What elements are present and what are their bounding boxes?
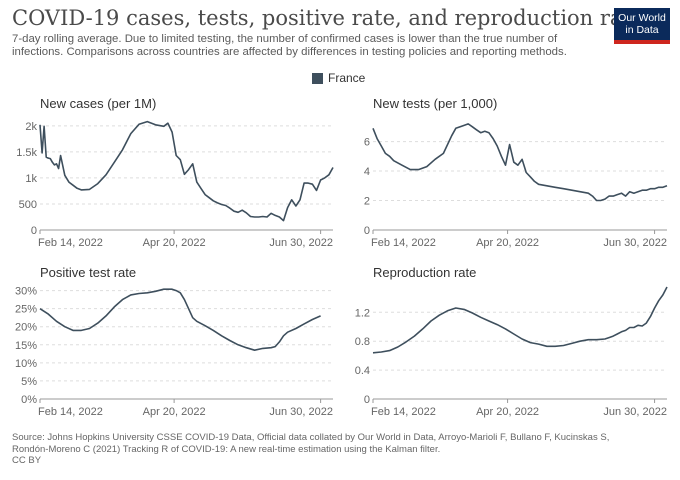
y-tick-label: 25% — [15, 304, 37, 316]
y-tick-label: 0 — [31, 225, 37, 237]
y-tick-label: 0 — [364, 394, 370, 406]
y-tick-label: 6 — [364, 137, 370, 149]
x-tick-label: Apr 20, 2022 — [143, 237, 206, 249]
y-tick-label: 500 — [19, 199, 37, 211]
x-tick-label: Apr 20, 2022 — [476, 237, 539, 249]
panel-title: New tests (per 1,000) — [373, 96, 497, 111]
y-tick-label: 15% — [15, 340, 37, 352]
logo-line-2: in Data — [625, 24, 659, 36]
y-tick-label: 1.2 — [355, 307, 370, 319]
y-tick-label: 0% — [21, 394, 37, 406]
y-tick-label: 0.4 — [355, 365, 370, 377]
chart-panel-4: Reproduction rate 0 0.4 0.8 1.2 Feb 14, 2022 A… — [355, 265, 668, 418]
y-tick-label: 2 — [364, 196, 370, 208]
legend-swatch — [312, 72, 323, 84]
logo-accent-bar — [614, 40, 670, 44]
chart-title: COVID-19 cases, tests, positive rate, an… — [12, 6, 644, 30]
legend[interactable]: France — [312, 71, 365, 85]
x-tick-label: Apr 20, 2022 — [476, 406, 539, 418]
series-line-france — [39, 288, 321, 352]
panel-title: Positive test rate — [40, 265, 136, 280]
y-tick-label: 0.8 — [355, 336, 370, 348]
owid-logo[interactable]: Our World in Data — [614, 8, 670, 44]
x-tick-label: Feb 14, 2022 — [371, 237, 436, 249]
series-line-france — [39, 120, 334, 222]
panel-title: New cases (per 1M) — [40, 96, 156, 111]
chart-panel-3: Positive test rate 0% 5% 10% 15% 20% 25% 30% Feb… — [15, 265, 333, 418]
y-tick-label: 30% — [15, 286, 37, 298]
x-tick-label: Feb 14, 2022 — [38, 406, 103, 418]
logo-line-1: Our World — [618, 12, 666, 24]
x-tick-label: Jun 30, 2022 — [269, 406, 333, 418]
x-tick-label: Jun 30, 2022 — [603, 237, 667, 249]
license-label: CC BY — [12, 455, 42, 466]
y-tick-label: 10% — [15, 358, 37, 370]
x-tick-label: Jun 30, 2022 — [603, 406, 667, 418]
y-tick-label: 2k — [25, 121, 37, 133]
chart-panel-1: New cases (per 1M) 0 500 1k 1.5k 2k Feb 14, 20… — [16, 96, 334, 249]
source-line-2: Rondón-Moreno C (2021) Tracking R of COV… — [12, 443, 441, 455]
panel-title: Reproduction rate — [373, 265, 476, 280]
y-tick-label: 0 — [364, 225, 370, 237]
legend-label: France — [328, 71, 366, 85]
series-line-france — [372, 123, 668, 202]
y-tick-label: 4 — [364, 166, 370, 178]
x-tick-label: Apr 20, 2022 — [143, 406, 206, 418]
source-note: Source: Johns Hopkins University CSSE CO… — [12, 432, 672, 467]
x-tick-label: Jun 30, 2022 — [269, 237, 333, 249]
charts-area: New cases (per 1M) 0 500 1k 1.5k 2k Feb 14, 20… — [15, 96, 668, 418]
series-line-france — [372, 286, 668, 354]
y-tick-label: 5% — [21, 376, 37, 388]
x-tick-label: Feb 14, 2022 — [38, 237, 103, 249]
chart-panel-2: New tests (per 1,000) 0 2 4 6 Feb 14, 2022 Apr… — [364, 96, 668, 249]
y-tick-label: 1.5k — [16, 147, 37, 159]
x-tick-label: Feb 14, 2022 — [371, 406, 436, 418]
y-tick-label: 20% — [15, 322, 37, 334]
chart-subtitle: 7-day rolling average. Due to limited te… — [12, 33, 567, 58]
y-tick-label: 1k — [25, 173, 37, 185]
source-line-1: Source: Johns Hopkins University CSSE CO… — [12, 432, 610, 443]
